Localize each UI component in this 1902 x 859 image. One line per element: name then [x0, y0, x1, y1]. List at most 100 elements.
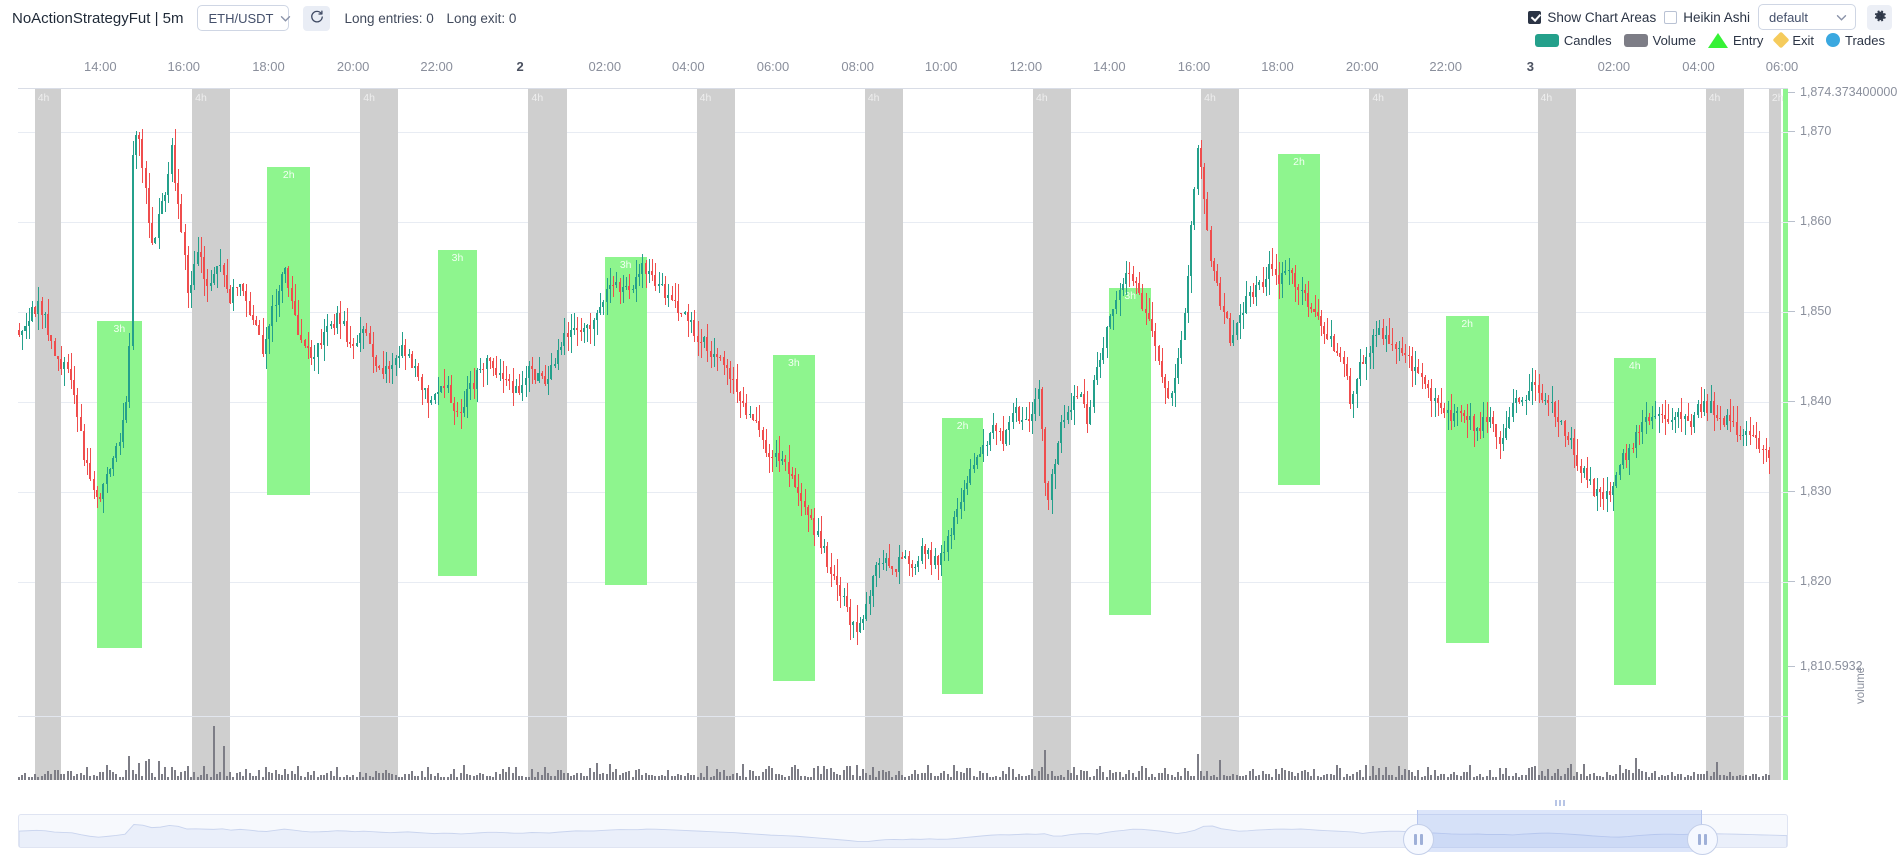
volume-bar	[212, 726, 215, 780]
volume-bar	[1514, 773, 1517, 780]
candle-wick	[217, 265, 219, 289]
candle-body	[336, 312, 339, 328]
volume-bar	[66, 770, 69, 780]
candle-body	[816, 530, 819, 536]
legend-exit[interactable]: Exit	[1772, 31, 1814, 49]
y-axis-label: 1,874.373400000	[1800, 85, 1898, 99]
volume-bar	[930, 773, 933, 780]
legend-trades[interactable]: Trades	[1826, 33, 1885, 48]
candle-wick	[726, 358, 728, 386]
legend-candles[interactable]: Candles	[1534, 33, 1612, 48]
volume-bar	[1602, 776, 1605, 780]
x-axis-tick	[858, 88, 859, 89]
datazoom-window[interactable]	[1417, 800, 1703, 852]
datazoom-slider[interactable]	[18, 800, 1788, 855]
candle-body	[245, 291, 248, 301]
candle-wick	[882, 549, 884, 571]
volume-bar	[1138, 770, 1141, 780]
candle-body	[1758, 437, 1761, 449]
candle-body	[492, 360, 495, 369]
chart-area-box: 4h	[1613, 358, 1656, 685]
legend-volume[interactable]: Volume	[1623, 33, 1696, 48]
candle-body	[569, 329, 572, 337]
candle-body	[125, 401, 128, 420]
candle-body	[86, 459, 89, 464]
show-chart-areas-toggle[interactable]: Show Chart Areas	[1528, 10, 1656, 25]
settings-button[interactable]	[1867, 4, 1892, 30]
datazoom-handle-right[interactable]	[1686, 824, 1718, 855]
show-chart-areas-checkbox[interactable]	[1528, 10, 1542, 24]
candle-body	[479, 368, 482, 370]
candle-body	[628, 285, 631, 291]
candle-body	[1229, 317, 1232, 344]
volume-bar	[242, 776, 245, 780]
candle-wick	[1571, 426, 1572, 449]
x-axis-tick	[605, 88, 606, 89]
volume-bar	[1355, 771, 1358, 780]
volume-bar	[1060, 775, 1063, 780]
volume-bar	[1186, 770, 1189, 780]
candle-wick	[1408, 345, 1410, 369]
heikin-ashi-toggle[interactable]: Heikin Ashi	[1664, 10, 1750, 25]
candle-wick	[538, 357, 540, 383]
y-axis-tick	[1788, 131, 1795, 133]
volume-bar	[531, 768, 533, 780]
candle-body	[1673, 417, 1676, 421]
y-axis-label: 1,870	[1800, 124, 1832, 139]
volume-bar	[1183, 768, 1186, 780]
candle-wick	[739, 391, 741, 419]
candle-body	[287, 268, 290, 288]
pair-select[interactable]: ETH/USDT	[197, 5, 291, 31]
x-axis-tick	[1109, 88, 1110, 89]
volume-bar	[1108, 770, 1111, 780]
candle-body	[1271, 263, 1274, 269]
candle-body	[1453, 412, 1456, 422]
datazoom-move-grip[interactable]	[1548, 800, 1572, 806]
candle-body	[1037, 389, 1040, 400]
volume-bar	[683, 776, 686, 780]
candle-body	[24, 325, 27, 331]
candle-wick	[1369, 345, 1371, 369]
plot-config-select[interactable]: default	[1758, 4, 1856, 30]
chart-area-band-label: 4h	[699, 92, 712, 104]
candle-body	[1667, 418, 1670, 422]
candle-body	[216, 266, 219, 275]
candle-body	[27, 321, 30, 326]
volume-bar	[238, 772, 241, 780]
candle-body	[943, 551, 946, 554]
volume-bar	[1397, 766, 1400, 780]
candle-body	[306, 346, 309, 348]
candle-body	[1625, 452, 1628, 460]
volume-bar	[138, 763, 141, 780]
volume-bar	[199, 774, 202, 780]
candle-body	[407, 353, 410, 356]
volume-bar	[495, 772, 498, 780]
datazoom-handle-left[interactable]	[1403, 824, 1435, 855]
legend-entry[interactable]: Entry	[1708, 32, 1763, 48]
candle-body	[1349, 376, 1352, 405]
y-axis-label: 1,830	[1800, 484, 1832, 499]
candle-wick	[1671, 407, 1673, 431]
candle-body	[755, 420, 758, 422]
candle-body	[605, 289, 608, 303]
refresh-icon	[310, 9, 324, 27]
candle-body	[319, 343, 322, 345]
volume-bar	[537, 772, 540, 780]
candle-body	[251, 315, 254, 321]
candle-wick	[769, 443, 771, 474]
chart-area-box: 2h	[1277, 154, 1321, 485]
volume-bar	[1651, 773, 1654, 780]
heikin-ashi-checkbox[interactable]	[1664, 10, 1678, 24]
candle-body	[956, 508, 959, 518]
volume-bar	[1001, 771, 1004, 780]
candle-wick	[1752, 425, 1754, 437]
volume-bar	[56, 769, 59, 780]
volume-bar	[1443, 774, 1446, 780]
volume-bar	[18, 776, 20, 780]
chart-area-band: 2h	[1768, 89, 1784, 780]
plot-area[interactable]: 4h 4h 4h 4h 4h 4h 4h 4h 4h 4h 4h 2h 3h 2h 3h 3h 3h 2h 3h 2h…	[18, 88, 1788, 780]
volume-bar	[1180, 775, 1183, 780]
candle-body	[1232, 334, 1235, 344]
volume-bar	[112, 772, 115, 780]
refresh-button[interactable]	[303, 5, 331, 31]
